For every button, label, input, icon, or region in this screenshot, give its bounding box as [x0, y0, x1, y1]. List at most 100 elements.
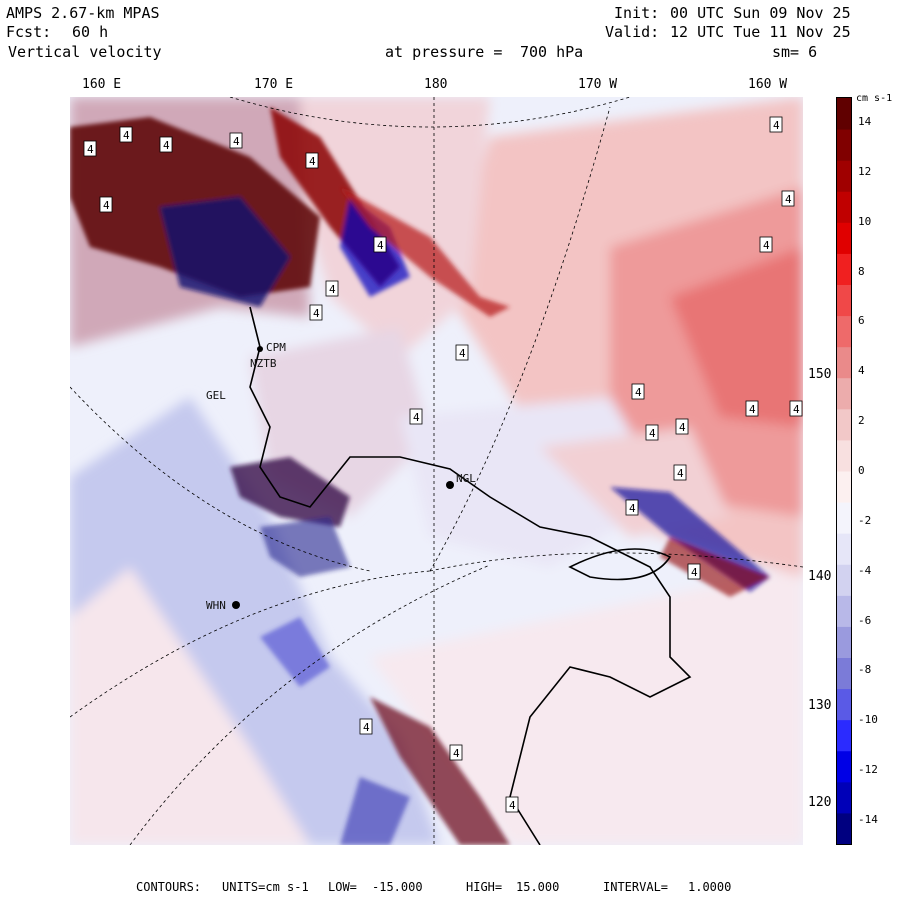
colorbar-segment: [837, 129, 851, 161]
colorbar-segment: [837, 750, 851, 783]
colorbar-segment: [837, 657, 851, 690]
colorbar-segment: [837, 315, 851, 348]
contour-label-text: 4: [635, 386, 642, 399]
field-name: Vertical velocity: [8, 43, 162, 61]
contour-label-box: [687, 563, 701, 580]
smoothing-label: sm= 6: [772, 43, 818, 61]
station-gel-label: GEL: [206, 389, 226, 402]
contour-label-text: 4: [453, 747, 460, 760]
lon-label-180: 180: [424, 77, 448, 92]
station-markers: [232, 346, 454, 609]
contour-label-box: [769, 116, 783, 133]
contour-label-text: 4: [677, 467, 684, 480]
colorbar-tick-label: -10: [858, 713, 878, 727]
contour-label-text: 4: [313, 307, 320, 320]
colorbar-segment: [837, 377, 851, 410]
contour-label-box: [645, 424, 659, 441]
colorbar-tick-label: 4: [858, 364, 865, 378]
colorbar-segment: [837, 688, 851, 721]
contour-label-text: 4: [749, 403, 756, 416]
contour-label-text: 4: [509, 799, 516, 812]
footer-low-label: LOW=: [328, 880, 357, 894]
contour-label-text: 4: [793, 403, 800, 416]
footer-interval-value: 1.0000: [688, 880, 732, 894]
station-cpm-marker: [257, 346, 263, 352]
colorbar-segment: [837, 502, 851, 534]
contour-label-box: [675, 418, 689, 435]
colorbar-segment: [837, 98, 851, 130]
station-ngl-label: NGL: [456, 472, 476, 485]
valid-label: Valid:: [605, 23, 660, 41]
colorbar-segment: [837, 595, 851, 627]
colorbar-segment: [837, 408, 851, 441]
valid-time: 12 UTC Tue 11 Nov 25: [670, 23, 851, 41]
contour-label-box: [759, 236, 773, 253]
contour-label-box: [309, 304, 323, 321]
contour-label-text: 4: [363, 721, 370, 734]
station-ngl-marker: [446, 481, 454, 489]
contour-label-box: [83, 140, 97, 157]
colorbar-tick-label: 10: [858, 214, 872, 228]
colorbar-tick-label: -8: [858, 663, 872, 677]
contour-label-box: [449, 744, 463, 761]
contour-label-text: 4: [679, 421, 686, 434]
contour-label-text: 4: [377, 239, 384, 252]
contour-label-text: 4: [459, 347, 466, 360]
model-title: AMPS 2.67-km MPAS: [6, 4, 160, 22]
contour-label-text: 4: [103, 199, 110, 212]
station-whn-marker: [232, 601, 240, 609]
colorbar-tick-label: 2: [858, 414, 865, 428]
colorbar-segment: [837, 471, 851, 503]
lon-label-170w: 170 W: [578, 77, 618, 92]
colorbar-segment: [837, 284, 851, 317]
colorbar-tick-label: 6: [858, 314, 865, 328]
contour-label-text: 4: [785, 193, 792, 206]
contour-label-box: [745, 400, 759, 417]
contour-label-box: [305, 152, 319, 169]
contour-label-box: [409, 408, 423, 425]
colorbar-tick-label: -4: [858, 563, 872, 577]
contour-label-box: [781, 190, 795, 207]
colorbar-tick-label: 8: [858, 264, 865, 278]
colorbar-segment: [837, 439, 851, 472]
colorbar-segment: [837, 346, 851, 379]
contour-label-text: 4: [163, 139, 170, 152]
colorbar-units: cm s-1: [856, 93, 893, 104]
lon-label-170e: 170 E: [254, 77, 294, 92]
contour-label-box: [119, 126, 133, 143]
level-value: 700 hPa: [520, 43, 584, 61]
contour-label-box: [229, 132, 243, 149]
footer-contours-label: CONTOURS:: [136, 880, 202, 894]
footer-interval-label: INTERVAL=: [603, 880, 669, 894]
contour-label-box: [159, 136, 173, 153]
colorbar-tick-label: -14: [858, 813, 878, 827]
lon-label-160w: 160 W: [748, 77, 788, 92]
contour-label-text: 4: [773, 119, 780, 132]
contour-label-text: 4: [309, 155, 316, 168]
footer-units: UNITS=cm s-1: [222, 880, 309, 894]
colorbar-segment: [837, 222, 851, 254]
colorbar-tick-label: -2: [858, 513, 872, 527]
colorbar-segment: [837, 812, 851, 844]
contour-label-box: [673, 464, 687, 481]
contour-label-text: 4: [649, 427, 656, 440]
contour-label-text: 4: [329, 283, 336, 296]
contour-label-text: 4: [629, 502, 636, 515]
contour-label-box: [631, 383, 645, 400]
contour-label-text: 4: [691, 566, 698, 579]
colorbar-segment: [837, 564, 851, 596]
colorbar-tick-label: -12: [858, 763, 878, 777]
init-label: Init:: [614, 4, 660, 22]
coastline: [249, 306, 692, 845]
contour-label-box: [625, 499, 639, 516]
forecast-hours: 60 h: [72, 23, 109, 41]
forecast-label: Fcst:: [6, 23, 52, 41]
init-time: 00 UTC Sun 09 Nov 25: [670, 4, 851, 22]
contour-label-text: 4: [123, 129, 130, 142]
colorbar-tick-label: -6: [858, 613, 872, 627]
colorbar-segment: [837, 160, 851, 192]
station-nztb-label: NZTB: [250, 357, 277, 370]
colorbar-tick-label: 12: [858, 164, 872, 178]
contour-label-box: [359, 718, 373, 735]
